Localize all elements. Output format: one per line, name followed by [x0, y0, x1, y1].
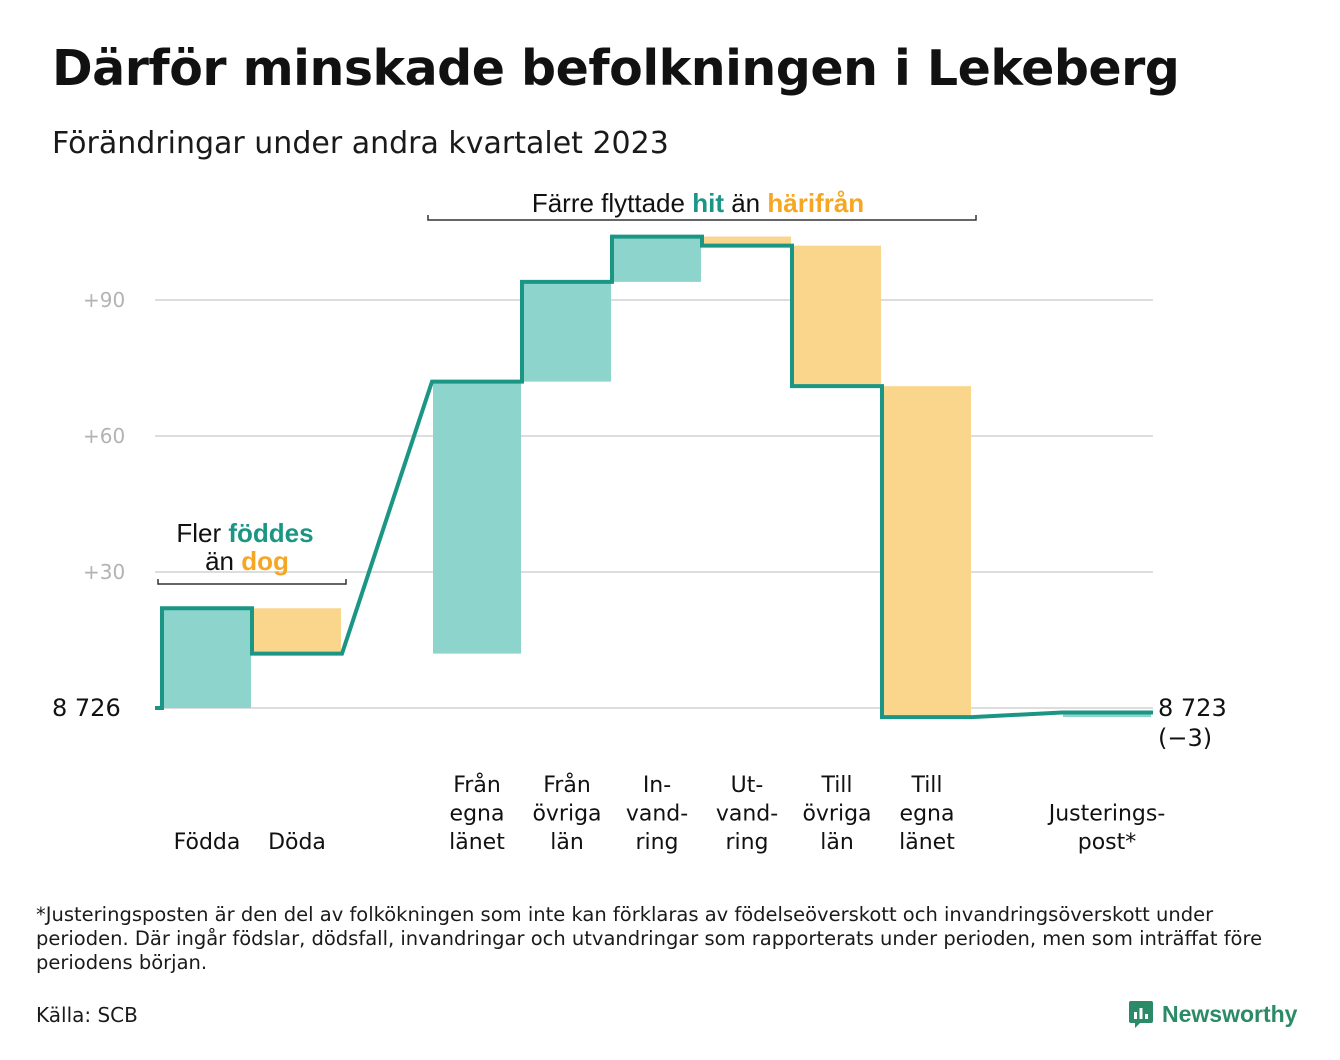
- annotation-births-bracket: [157, 579, 347, 585]
- y-tick-label: +60: [83, 424, 125, 448]
- category-label: län: [550, 830, 584, 855]
- bar: [703, 236, 791, 246]
- category-label: län: [820, 830, 854, 855]
- bar: [883, 386, 971, 718]
- logo-text: Newsworthy: [1162, 1000, 1298, 1027]
- category-label: vand-: [716, 802, 778, 827]
- annotation-part: än: [724, 188, 767, 218]
- category-label: länet: [449, 830, 505, 855]
- annotation-part: härifrån: [767, 188, 864, 218]
- bar: [523, 281, 611, 382]
- bars: [163, 236, 1151, 718]
- start-value-label: 8 726: [52, 694, 121, 722]
- end-value-label: 8 723: [1158, 694, 1227, 722]
- annotation-migration: Färre flyttade hit än härifrån: [532, 188, 864, 218]
- y-tick-label: +30: [83, 560, 125, 584]
- annotation-part: föddes: [228, 518, 313, 548]
- category-label: övriga: [532, 802, 601, 827]
- newsworthy-logo: Newsworthy: [1128, 998, 1297, 1030]
- category-label: post*: [1078, 830, 1137, 855]
- annotation-part: hit: [692, 188, 724, 218]
- category-label: In-: [643, 773, 671, 798]
- waterfall-chart: +30 +60 +90 Födda Döda Från egna länet Från övri…: [52, 188, 1227, 855]
- annotation-migration-bracket: [427, 215, 977, 221]
- chart-title: Därför minskade befolkningen i Lekeberg: [52, 40, 1180, 97]
- bar: [1063, 712, 1151, 718]
- category-label: Till: [910, 773, 942, 798]
- category-label: Till: [820, 773, 852, 798]
- category-label: Döda: [268, 830, 326, 855]
- category-labels: Födda Döda Från egna länet Från övriga län In-va…: [52, 694, 1227, 855]
- category-label: Från: [543, 772, 591, 798]
- category-label: Födda: [174, 830, 241, 855]
- footnote: *Justeringsposten är den del av folkökni…: [36, 903, 1263, 974]
- annotation-part: Fler: [176, 518, 228, 548]
- category-label: Från: [453, 772, 501, 798]
- running-total-path: [155, 234, 1153, 720]
- category-label: egna: [900, 802, 955, 827]
- annotation-births-line2: än dog: [205, 546, 289, 576]
- bar: [433, 381, 521, 654]
- grid-lines: +30 +60 +90: [83, 288, 1153, 709]
- newsworthy-chart-icon: [1129, 1001, 1153, 1028]
- category-label: övriga: [802, 802, 871, 827]
- annotation-part: Färre flyttade: [532, 188, 692, 218]
- category-label: vand-: [626, 802, 688, 827]
- bar: [613, 236, 701, 282]
- category-label: egna: [450, 802, 505, 827]
- category-label: Ut-: [731, 773, 764, 798]
- category-label: ring: [725, 830, 768, 855]
- bar: [253, 608, 341, 654]
- bar: [163, 608, 251, 708]
- chart-subtitle: Förändringar under andra kvartalet 2023: [52, 126, 669, 161]
- annotation-part: än: [205, 546, 241, 576]
- category-label: Justerings-: [1047, 802, 1166, 827]
- source-note: Källa: SCB: [36, 1003, 138, 1027]
- category-label: ring: [635, 830, 678, 855]
- annotation-births-line1: Fler föddes: [176, 518, 313, 548]
- running-total-line: [155, 234, 1153, 720]
- category-label: länet: [899, 830, 955, 855]
- end-value-label: (−3): [1158, 724, 1212, 752]
- bar: [793, 245, 881, 387]
- annotation-part: dog: [241, 546, 289, 576]
- y-tick-label: +90: [83, 288, 125, 312]
